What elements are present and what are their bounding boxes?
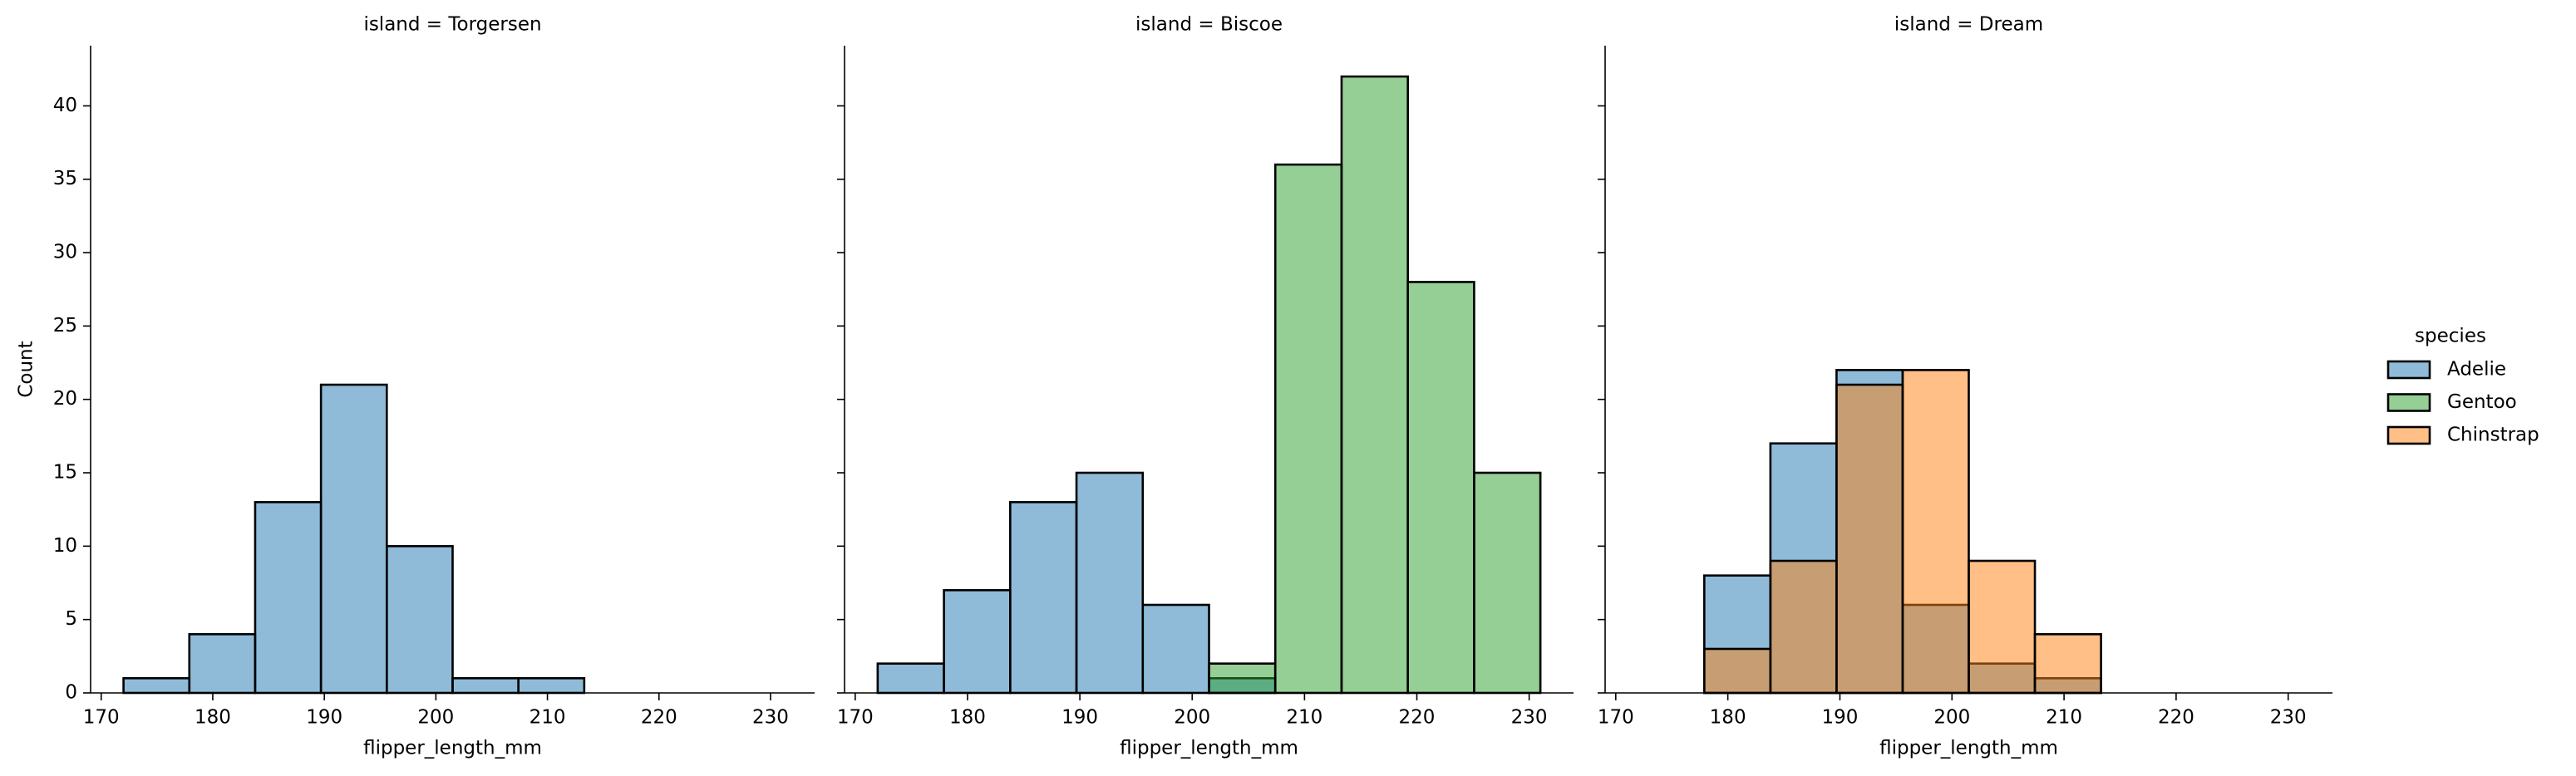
bar [1141, 603, 1210, 695]
x-tick-label: 230 [1511, 707, 1548, 729]
x-tick-label: 220 [1399, 707, 1436, 729]
x-tick-label: 230 [752, 707, 789, 729]
panel-title: island = Dream [1894, 14, 2043, 36]
x-tick-label: 190 [1822, 707, 1859, 729]
x-tick-label: 170 [837, 707, 874, 729]
bar [451, 677, 520, 695]
x-axis-label: flipper_length_mm [1879, 738, 2058, 759]
x-tick-label: 210 [1286, 707, 1322, 729]
y-tick-label: 5 [65, 608, 77, 630]
bar [1009, 501, 1078, 695]
bar [188, 633, 257, 695]
x-tick-label: 220 [641, 707, 677, 729]
y-tick-label: 0 [65, 682, 77, 704]
bar [1703, 647, 1772, 695]
x-tick-label: 180 [195, 707, 231, 729]
y-tick-label: 35 [53, 168, 77, 189]
legend-label: Adelie [2447, 359, 2506, 381]
bar [1968, 559, 2037, 695]
x-axis-label: flipper_length_mm [1120, 738, 1298, 759]
y-tick-label: 10 [53, 535, 77, 557]
bar [386, 545, 454, 695]
bar [122, 677, 191, 695]
bar [319, 383, 388, 695]
bar [2033, 633, 2102, 695]
y-tick-label: 25 [53, 315, 77, 336]
x-tick-label: 210 [2046, 707, 2082, 729]
bar [1208, 662, 1277, 695]
bar [1273, 163, 1343, 695]
y-tick-label: 40 [53, 95, 77, 116]
x-tick-label: 170 [1598, 707, 1634, 729]
bar [1473, 471, 1542, 695]
x-tick-label: 180 [949, 707, 986, 729]
legend-swatch [2386, 360, 2431, 380]
panel-title: island = Biscoe [1135, 14, 1283, 36]
x-tick-label: 220 [2158, 707, 2194, 729]
x-tick-label: 190 [1061, 707, 1098, 729]
x-tick-label: 230 [2270, 707, 2307, 729]
y-tick-label: 30 [53, 242, 77, 263]
y-tick-label: 20 [53, 388, 77, 410]
legend-label: Chinstrap [2447, 425, 2539, 446]
legend-swatch [2386, 425, 2431, 445]
x-tick-label: 180 [1710, 707, 1746, 729]
x-tick-label: 210 [529, 707, 566, 729]
bar [1406, 281, 1475, 695]
x-tick-label: 200 [1174, 707, 1210, 729]
y-tick-label: 15 [53, 462, 77, 484]
bar [1340, 75, 1409, 695]
bar [943, 589, 1012, 695]
panel-title: island = Torgersen [363, 14, 541, 36]
bar [517, 677, 586, 695]
bar [1769, 559, 1838, 695]
legend-title: species [2415, 326, 2486, 347]
x-tick-label: 170 [83, 707, 120, 729]
y-axis-label: Count [16, 341, 37, 397]
x-tick-label: 200 [1933, 707, 1970, 729]
x-tick-label: 190 [306, 707, 342, 729]
x-axis-label: flipper_length_mm [363, 738, 542, 759]
legend-label: Gentoo [2447, 391, 2517, 413]
x-tick-label: 200 [417, 707, 454, 729]
bar [1075, 471, 1145, 695]
bar [1835, 383, 1904, 695]
bar [1901, 369, 1970, 695]
bar [254, 501, 323, 695]
bar [876, 662, 945, 695]
legend-swatch [2386, 393, 2431, 412]
